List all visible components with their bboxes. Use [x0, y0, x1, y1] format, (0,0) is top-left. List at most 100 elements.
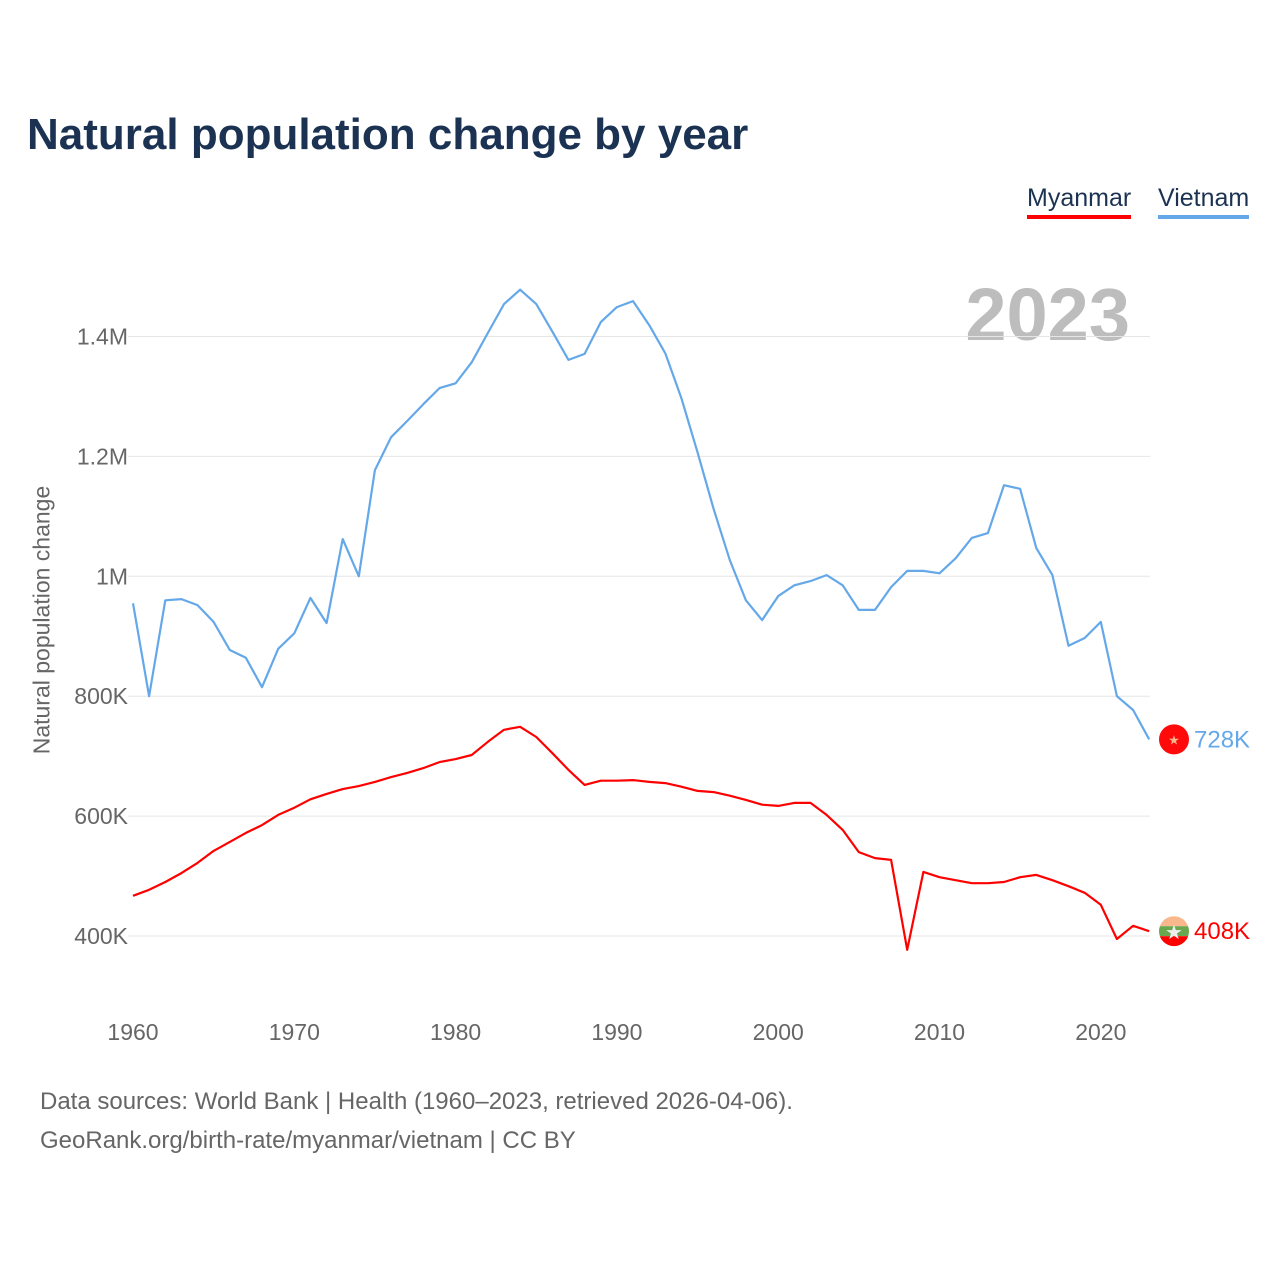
data-point-vietnam [518, 287, 523, 292]
flag-vietnam-icon: ★ [1159, 724, 1189, 755]
data-point-myanmar [792, 800, 797, 805]
y-tick-label: 600K [74, 803, 128, 829]
data-point-myanmar [276, 812, 281, 817]
data-point-myanmar [501, 727, 506, 732]
data-point-vietnam [421, 402, 426, 407]
flag-stripe-green [1159, 926, 1189, 937]
data-point-vietnam [260, 685, 265, 690]
data-point-vietnam [243, 655, 248, 660]
data-point-myanmar [195, 860, 200, 865]
data-point-vietnam [598, 320, 603, 325]
flag-stripe-red [1159, 936, 1189, 947]
data-point-vietnam [905, 568, 910, 573]
data-point-vietnam [663, 351, 668, 356]
data-point-myanmar [356, 784, 361, 789]
data-point-myanmar [292, 805, 297, 810]
data-point-vietnam [389, 435, 394, 440]
data-point-vietnam [969, 535, 974, 540]
data-point-myanmar [1098, 902, 1103, 907]
end-label-vietnam: 728K [1194, 726, 1250, 753]
y-tick-label: 1.4M [77, 324, 128, 350]
data-point-vietnam [921, 568, 926, 573]
x-tick-label: 1960 [107, 1019, 158, 1045]
data-point-vietnam [953, 556, 958, 561]
data-point-myanmar [614, 778, 619, 783]
data-point-vietnam [308, 595, 313, 600]
data-point-myanmar [824, 812, 829, 817]
data-point-myanmar [179, 871, 184, 876]
data-point-myanmar [243, 830, 248, 835]
data-point-vietnam [566, 357, 571, 362]
data-point-vietnam [872, 607, 877, 612]
data-point-myanmar [340, 787, 345, 792]
data-point-vietnam [1147, 737, 1152, 742]
data-point-vietnam [695, 450, 700, 455]
x-tick-label: 1980 [430, 1019, 481, 1045]
data-point-vietnam [647, 323, 652, 328]
data-point-myanmar [550, 751, 555, 756]
data-point-myanmar [469, 752, 474, 757]
data-point-myanmar [1034, 872, 1039, 877]
data-point-vietnam [937, 571, 942, 576]
data-point-myanmar [727, 793, 732, 798]
footer-sources: Data sources: World Bank | Health (1960–… [40, 1088, 793, 1115]
data-point-vietnam [679, 396, 684, 401]
data-point-myanmar [131, 893, 136, 898]
flag-background [1159, 724, 1189, 755]
data-point-myanmar [534, 734, 539, 739]
end-label-myanmar: 408K [1194, 918, 1250, 945]
data-point-myanmar [421, 766, 426, 771]
data-point-vietnam [824, 573, 829, 578]
data-point-vietnam [469, 360, 474, 365]
data-point-vietnam [485, 330, 490, 335]
footer-link[interactable]: GeoRank.org/birth-rate/myanmar/vietnam |… [40, 1127, 576, 1154]
data-point-myanmar [743, 797, 748, 802]
data-point-vietnam [131, 601, 136, 606]
data-point-myanmar [631, 778, 636, 783]
data-point-vietnam [582, 351, 587, 356]
data-point-myanmar [808, 800, 813, 805]
data-point-vietnam [711, 507, 716, 512]
data-point-myanmar [518, 724, 523, 729]
data-point-vietnam [163, 598, 168, 603]
star-icon: ★ [1168, 732, 1180, 747]
data-point-myanmar [647, 779, 652, 784]
data-point-vietnam [356, 574, 361, 579]
data-point-vietnam [985, 531, 990, 536]
y-tick-label: 800K [74, 683, 128, 709]
series-line-myanmar [132, 725, 1150, 951]
data-point-myanmar [679, 784, 684, 789]
flag-stripe-yellow [1159, 916, 1189, 927]
y-tick-label: 400K [74, 923, 128, 949]
data-point-myanmar [1002, 880, 1007, 885]
data-point-vietnam [614, 305, 619, 310]
data-point-vietnam [292, 631, 297, 636]
data-point-myanmar [695, 788, 700, 793]
legend-myanmar[interactable]: Myanmar [1027, 184, 1132, 219]
data-point-myanmar [985, 881, 990, 886]
data-point-myanmar [227, 839, 232, 844]
current-year-label: 2023 [965, 273, 1130, 356]
legend-vietnam[interactable]: Vietnam [1158, 184, 1250, 219]
data-point-myanmar [598, 778, 603, 783]
data-point-vietnam [1082, 636, 1087, 641]
data-point-vietnam [889, 585, 894, 590]
data-point-myanmar [905, 947, 910, 952]
data-point-myanmar [566, 767, 571, 772]
data-point-myanmar [1066, 884, 1071, 889]
data-point-myanmar [921, 869, 926, 874]
data-point-vietnam [1050, 573, 1055, 578]
data-point-myanmar [163, 880, 168, 885]
data-point-myanmar [937, 875, 942, 880]
data-point-myanmar [1147, 929, 1152, 934]
data-point-myanmar [856, 850, 861, 855]
data-point-myanmar [1131, 923, 1136, 928]
data-point-myanmar [211, 848, 216, 853]
data-point-vietnam [534, 302, 539, 307]
y-tick-label: 1M [96, 563, 128, 589]
data-point-myanmar [453, 757, 458, 762]
data-point-myanmar [582, 782, 587, 787]
series-line-vietnam [131, 288, 1151, 740]
data-point-vietnam [227, 648, 232, 653]
